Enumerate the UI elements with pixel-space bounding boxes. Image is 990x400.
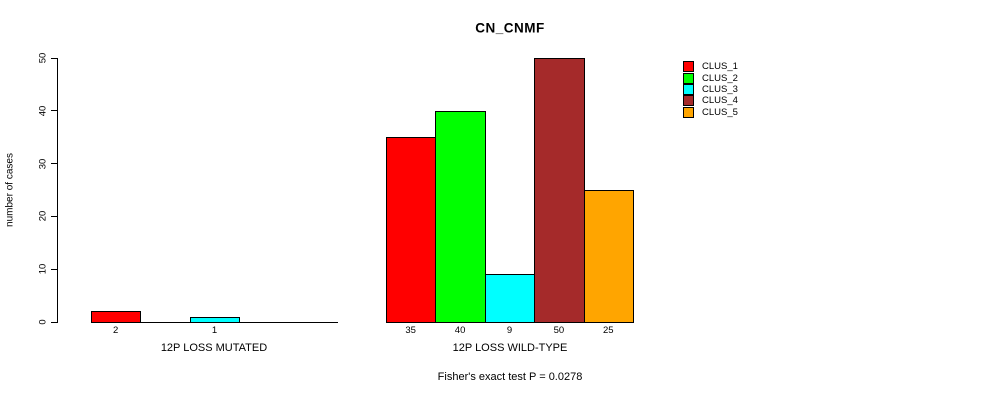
legend-item-clus_3: CLUS_3 [683,83,738,95]
chart-title: CN_CNMF [475,20,545,36]
bar-clus_3-group2 [484,274,536,323]
y-axis-label: number of cases [4,153,16,227]
legend-swatch-clus_3 [683,83,694,95]
y-tick-label: 10 [37,263,49,275]
y-tick-mark [51,57,57,59]
y-tick-label: 0 [37,319,49,325]
y-tick-label: 30 [37,158,49,169]
y-tick-label: 40 [37,105,49,117]
legend-label: CLUS_5 [702,106,738,118]
group-label-mutated: 12P LOSS MUTATED [160,342,268,354]
bar-value-label: 9 [506,325,513,336]
legend-swatch-clus_4 [683,95,694,107]
y-tick-label: 50 [37,52,49,64]
bar-value-label: 1 [211,325,218,336]
bar-value-label: 2 [113,325,119,336]
bar-clus_1-group2 [386,137,437,323]
legend-label: CLUS_3 [702,83,738,95]
y-tick-mark [51,268,57,270]
bar-clus_2-group2 [435,110,486,323]
bar-clus_4-group2 [534,58,585,323]
y-tick-mark [51,110,57,112]
y-tick-mark [51,215,57,217]
legend-item-clus_4: CLUS_4 [683,95,738,107]
bar-value-label: 40 [454,325,466,336]
bar-value-label: 50 [553,325,565,336]
legend-swatch-clus_5 [683,106,694,118]
bar-clus_3-group1 [189,316,241,323]
legend-swatch-clus_2 [683,72,694,84]
legend-item-clus_2: CLUS_2 [683,72,738,84]
annotation-text: Fisher's exact test P = 0.0278 [437,371,583,383]
bar-clus_5-group2 [583,190,634,323]
group-label-wild-type: 12P LOSS WILD-TYPE [452,342,568,354]
y-tick-mark [51,163,57,165]
legend-label: CLUS_1 [702,61,738,73]
bar-value-label: 35 [405,325,416,336]
y-tick-mark [51,321,57,323]
bar-value-label: 25 [603,325,614,336]
y-tick-label: 20 [37,211,49,222]
y-axis-line [57,58,58,323]
legend: CLUS_1 CLUS_2 CLUS_3 CLUS_4 CLUS_5 [683,61,738,118]
legend-item-clus_1: CLUS_1 [683,61,738,73]
legend-swatch-clus_1 [683,61,694,73]
legend-label: CLUS_2 [702,72,738,84]
bar-clus_1-group1 [91,311,142,323]
legend-label: CLUS_4 [702,95,738,107]
legend-item-clus_5: CLUS_5 [683,106,738,118]
